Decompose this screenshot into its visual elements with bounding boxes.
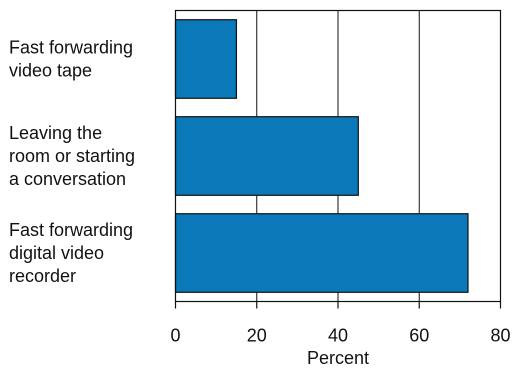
x-tick-label: 20 (247, 326, 267, 346)
category-label: a conversation (9, 169, 126, 189)
bar (174, 19, 238, 99)
x-axis-ticks: 0 20 40 60 80 (170, 301, 511, 346)
x-tick-label: 60 (409, 326, 429, 346)
category-label: recorder (9, 266, 76, 286)
bars (174, 19, 469, 293)
category-label: Leaving the (9, 123, 102, 143)
category-labels: Fast forwarding video tape Leaving the room… (9, 38, 135, 287)
x-axis-title: Percent (307, 348, 369, 368)
x-tick-label: 0 (170, 326, 180, 346)
category-label: Fast forwarding (9, 220, 133, 240)
category-label: digital video (9, 243, 104, 263)
bar (174, 213, 469, 293)
category-label: video tape (9, 61, 92, 81)
category-label: room or starting (9, 146, 135, 166)
x-tick-label: 80 (490, 326, 510, 346)
x-tick-label: 40 (328, 326, 348, 346)
category-label: Fast forwarding (9, 38, 133, 58)
bar (174, 116, 359, 196)
